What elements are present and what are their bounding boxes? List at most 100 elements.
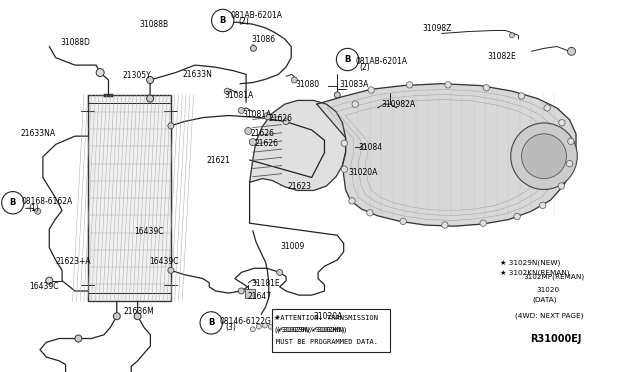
- Circle shape: [287, 330, 291, 336]
- Circle shape: [340, 329, 346, 334]
- Circle shape: [352, 101, 358, 108]
- Text: R31000EJ: R31000EJ: [530, 334, 581, 343]
- Circle shape: [483, 84, 490, 91]
- Text: (★31029N/★3102KN): (★31029N/★3102KN): [274, 327, 346, 333]
- Circle shape: [568, 138, 574, 145]
- Circle shape: [540, 202, 546, 209]
- Circle shape: [341, 140, 348, 147]
- Circle shape: [212, 9, 234, 32]
- Circle shape: [368, 87, 374, 93]
- Text: 31082E: 31082E: [488, 52, 516, 61]
- Polygon shape: [317, 84, 576, 226]
- Text: MUST BE PROGRAMMED DATA.: MUST BE PROGRAMMED DATA.: [276, 339, 378, 345]
- Text: 31086: 31086: [252, 35, 276, 44]
- Polygon shape: [250, 100, 346, 190]
- Circle shape: [264, 113, 271, 119]
- Circle shape: [280, 330, 285, 334]
- Circle shape: [96, 68, 104, 77]
- Bar: [245, 289, 255, 298]
- Text: 21647: 21647: [248, 292, 272, 301]
- Text: ★: ★: [274, 315, 280, 321]
- Circle shape: [250, 45, 257, 51]
- Circle shape: [337, 48, 358, 71]
- Text: 21621: 21621: [207, 156, 230, 165]
- Circle shape: [298, 326, 303, 331]
- Circle shape: [353, 324, 358, 328]
- Circle shape: [568, 47, 575, 55]
- Text: 31020A: 31020A: [348, 168, 378, 177]
- Circle shape: [292, 329, 298, 334]
- Circle shape: [544, 105, 550, 111]
- Circle shape: [349, 198, 355, 204]
- Circle shape: [323, 327, 328, 332]
- Circle shape: [445, 81, 451, 88]
- Text: 31088D: 31088D: [61, 38, 91, 46]
- Circle shape: [35, 208, 41, 214]
- Text: B: B: [220, 16, 226, 25]
- Circle shape: [46, 277, 52, 284]
- Text: 16439C: 16439C: [29, 282, 59, 291]
- Text: 31081A: 31081A: [242, 110, 271, 119]
- Text: (DATA): (DATA): [532, 296, 557, 303]
- Text: (*31029N/*3102KN): (*31029N/*3102KN): [276, 327, 348, 333]
- Text: ★ 3102KN(REMAN): ★ 3102KN(REMAN): [500, 269, 570, 276]
- Text: 31083A: 31083A: [339, 80, 369, 89]
- Text: 21636M: 21636M: [124, 307, 154, 316]
- Circle shape: [480, 220, 486, 227]
- Circle shape: [317, 324, 321, 330]
- Text: B: B: [10, 198, 16, 207]
- Circle shape: [250, 139, 256, 145]
- Circle shape: [238, 108, 244, 113]
- Text: B: B: [208, 318, 214, 327]
- Text: 3102MP(REMAN): 3102MP(REMAN): [524, 273, 585, 280]
- Text: ★ 31029N(NEW): ★ 31029N(NEW): [500, 259, 561, 266]
- Text: 31181E: 31181E: [252, 279, 280, 288]
- Circle shape: [566, 160, 573, 167]
- Circle shape: [305, 324, 310, 329]
- Text: 081AB-6201A: 081AB-6201A: [356, 57, 408, 66]
- Circle shape: [335, 330, 340, 336]
- Text: (1): (1): [29, 204, 40, 213]
- Circle shape: [310, 323, 316, 328]
- Bar: [88, 95, 171, 301]
- Text: 31098Z: 31098Z: [422, 24, 452, 33]
- Circle shape: [522, 134, 566, 179]
- Circle shape: [245, 128, 252, 134]
- Circle shape: [442, 222, 448, 228]
- Circle shape: [559, 119, 565, 126]
- Circle shape: [367, 209, 373, 216]
- Text: 16439C: 16439C: [149, 257, 179, 266]
- Text: 21633NA: 21633NA: [20, 129, 56, 138]
- Circle shape: [75, 335, 82, 342]
- Circle shape: [168, 267, 174, 273]
- Bar: [272, 309, 390, 352]
- Text: 21305Y: 21305Y: [123, 71, 152, 80]
- Circle shape: [400, 218, 406, 225]
- Circle shape: [514, 213, 520, 220]
- Circle shape: [2, 192, 24, 214]
- Circle shape: [511, 123, 577, 189]
- Text: 31020: 31020: [536, 287, 559, 293]
- Text: (4WD: NEXT PAGE): (4WD: NEXT PAGE): [515, 313, 584, 320]
- Circle shape: [200, 312, 222, 334]
- Circle shape: [113, 313, 120, 320]
- Circle shape: [276, 269, 283, 275]
- Circle shape: [558, 183, 564, 189]
- Circle shape: [250, 327, 255, 332]
- Text: B: B: [344, 55, 351, 64]
- Circle shape: [224, 88, 230, 94]
- Text: 31088B: 31088B: [140, 20, 169, 29]
- Text: 31009: 31009: [280, 242, 305, 251]
- Text: 08146-6122G: 08146-6122G: [220, 317, 271, 326]
- Text: 21633N: 21633N: [182, 70, 212, 79]
- Circle shape: [406, 81, 413, 88]
- Text: 21623+A: 21623+A: [55, 257, 91, 266]
- Text: (3): (3): [225, 323, 236, 332]
- Circle shape: [147, 95, 154, 102]
- Text: 310982A: 310982A: [381, 100, 415, 109]
- Text: 21623: 21623: [288, 182, 312, 191]
- Circle shape: [518, 93, 525, 99]
- Text: 31020A: 31020A: [314, 312, 343, 321]
- Circle shape: [257, 324, 261, 329]
- Circle shape: [220, 19, 226, 26]
